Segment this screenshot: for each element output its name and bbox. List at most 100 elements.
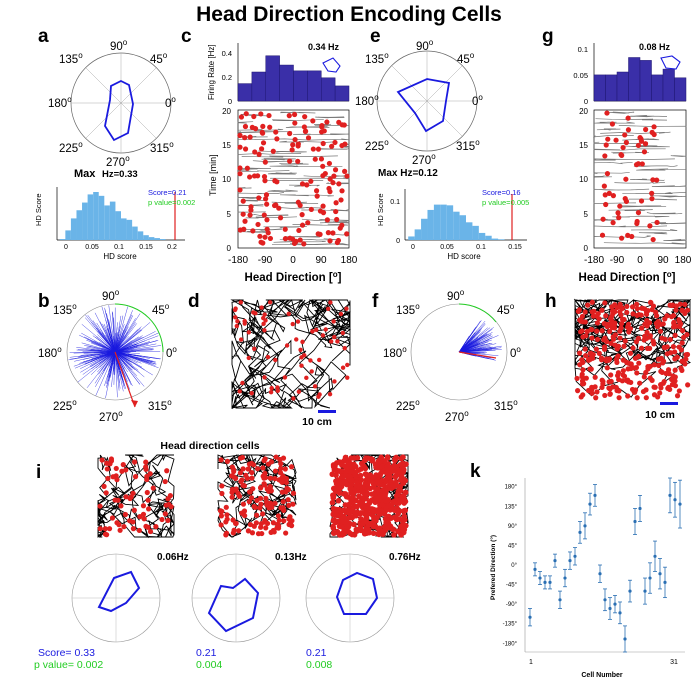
spike-dot bbox=[313, 188, 320, 194]
spike-dot bbox=[334, 216, 340, 223]
trajectory-line bbox=[633, 165, 678, 168]
spike-dot bbox=[272, 476, 278, 482]
spike-dot bbox=[375, 465, 381, 471]
trajectory-line bbox=[241, 155, 338, 158]
spike-dot bbox=[640, 388, 647, 395]
trajectory-line bbox=[319, 148, 350, 150]
traj-d-spikes bbox=[232, 300, 350, 401]
spike-dot bbox=[104, 460, 110, 466]
spike-dot bbox=[629, 304, 636, 310]
spike-dot bbox=[342, 491, 349, 497]
score-i3: 0.21 bbox=[306, 647, 327, 659]
spike-dot bbox=[337, 485, 343, 492]
rate-g-bar bbox=[651, 74, 664, 102]
spike-dot bbox=[593, 395, 599, 401]
spike-dot bbox=[237, 187, 243, 193]
spike-dot bbox=[286, 521, 292, 528]
spike-dot bbox=[240, 380, 245, 386]
k-point bbox=[578, 530, 582, 534]
spike-dot bbox=[263, 318, 268, 323]
trajectory-line bbox=[608, 208, 653, 211]
spike-dot bbox=[336, 468, 343, 474]
rate-hist-c: 0 0.2 0.4 Firing Rate [Hz] 0.34 Hz bbox=[207, 42, 350, 106]
spike-dot bbox=[317, 357, 322, 363]
spike-dot bbox=[679, 367, 685, 373]
spike-dot bbox=[672, 356, 678, 362]
spike-dot bbox=[596, 350, 602, 356]
spike-dot bbox=[670, 344, 676, 350]
hist-e: 0 0.1 HD Score HD score 0 0.05 0.1 0.15 … bbox=[376, 188, 529, 261]
spike-dot bbox=[676, 319, 683, 325]
spike-dot bbox=[644, 345, 651, 352]
spike-dot bbox=[657, 390, 663, 396]
hist-a-bar bbox=[98, 195, 105, 240]
spike-dot bbox=[667, 336, 674, 343]
k-point bbox=[663, 580, 667, 585]
spike-dot bbox=[620, 357, 626, 363]
spike-dot bbox=[645, 307, 651, 314]
spike-dot bbox=[634, 301, 640, 307]
k-ytick-label: 135° bbox=[505, 504, 518, 510]
spike-dot bbox=[623, 198, 630, 204]
spike-dot bbox=[651, 341, 657, 347]
spike-dot bbox=[354, 455, 361, 461]
hist-e-xtick-0: 0 bbox=[411, 244, 415, 251]
max-text-e: Max Hz=0.12 bbox=[378, 168, 438, 179]
spike-dot bbox=[387, 473, 393, 480]
spike-dot bbox=[268, 389, 274, 395]
spike-dot bbox=[654, 177, 660, 183]
spike-dot bbox=[347, 530, 354, 537]
spike-dot bbox=[238, 114, 245, 120]
trajectory-line bbox=[593, 161, 633, 165]
spike-dot bbox=[579, 313, 585, 320]
raster-c-xtick-2: 0 bbox=[290, 255, 296, 266]
spike-dot bbox=[620, 144, 626, 151]
spike-dot bbox=[147, 528, 154, 535]
vector-line bbox=[114, 351, 140, 354]
spike-dot bbox=[121, 524, 127, 530]
vector-line bbox=[94, 312, 116, 353]
spike-dot bbox=[638, 345, 645, 351]
spike-dot bbox=[577, 350, 583, 356]
rate-i2: 0.13Hz bbox=[275, 552, 307, 563]
panel-label-b: b bbox=[38, 291, 50, 312]
spike-dot bbox=[617, 203, 623, 209]
hist-e-score: Score=0.16 bbox=[482, 188, 521, 197]
hist-e-bar bbox=[421, 218, 428, 240]
vector-line bbox=[114, 310, 133, 353]
spike-dot bbox=[605, 321, 611, 327]
spike-dot bbox=[276, 517, 282, 523]
trajectory-path bbox=[230, 299, 351, 410]
vector-line bbox=[108, 351, 116, 366]
vector-line bbox=[102, 323, 116, 353]
vector-line bbox=[95, 351, 116, 396]
vector-line bbox=[458, 332, 473, 353]
raster-g-ytick-0: 0 bbox=[584, 244, 589, 253]
rate-c-bar bbox=[321, 77, 336, 102]
scalebar-d bbox=[318, 410, 336, 413]
spike-dot bbox=[324, 217, 330, 223]
raster-g-spikes bbox=[599, 110, 660, 243]
spike-dot bbox=[604, 365, 610, 371]
spike-dot bbox=[623, 139, 629, 146]
deg-180-f: 180o bbox=[383, 345, 407, 360]
spike-dot bbox=[143, 464, 149, 470]
spike-dot bbox=[108, 458, 115, 464]
spike-dot bbox=[299, 181, 306, 187]
spike-dot bbox=[247, 212, 253, 218]
spike-dot bbox=[332, 139, 338, 146]
deg-225-b: 225o bbox=[53, 398, 77, 413]
spike-dot bbox=[246, 330, 251, 335]
spike-dot bbox=[237, 171, 243, 177]
spike-dot bbox=[634, 218, 640, 225]
hist-a-xtick-4: 0.2 bbox=[167, 244, 177, 251]
spike-dot bbox=[165, 496, 171, 502]
trajectory-line bbox=[301, 218, 350, 222]
traj-d-path bbox=[230, 299, 351, 410]
raster-g-frame bbox=[593, 109, 687, 249]
spike-dot bbox=[375, 530, 382, 537]
spike-dot bbox=[292, 120, 298, 126]
spike-dot bbox=[672, 378, 678, 384]
spike-dot bbox=[284, 343, 290, 348]
spike-dot bbox=[264, 201, 270, 207]
